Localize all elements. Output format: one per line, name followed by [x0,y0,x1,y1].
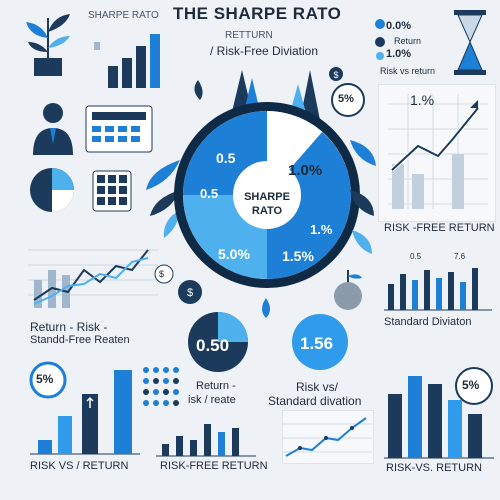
businessman-icon [33,103,73,155]
right-line-chart [388,94,488,209]
drop-icon [262,298,270,318]
hourglass-icon [454,10,486,75]
top-right-line3: 1.0% [386,48,412,60]
mid-right-top-label-0: 0.5 [410,252,422,261]
bottom-center-caption-2: Standard divation [268,394,362,408]
left-percent-badge [29,361,67,399]
top-left-label: SHARPE RATO [88,10,159,21]
small-percent-badge [331,83,365,117]
big-circle-left-label: 0.50 [196,336,230,355]
page-title: THE SHARPE RATO [173,4,342,23]
mid-right-caption: Standard Diviaton [384,316,472,328]
coin-icon: $ [154,264,202,304]
pie-label-q2: 1.0% [288,162,323,179]
left-percent-label: 5% [36,372,54,386]
top-right-line2: Return [394,36,422,46]
top-left-bar-chart [94,34,160,88]
sharpe-ratio-pie [174,102,360,288]
top-right-markers [375,19,385,60]
tiny-dollar-label: $ [159,269,165,279]
leaves-right-icon [350,140,376,254]
subtitle-bottom: / Risk-Free Diviation [210,44,319,58]
pie-label-q1: 0.5 [216,150,236,166]
bottom-mid-caption-3: RISK-FREE RETURN [160,460,268,472]
right-chart-caption: RISK -FREE RETURN [384,222,495,234]
mid-right-bar-chart [384,268,492,311]
pie-center-label-2: RATO [251,205,283,217]
small-pie-icon [30,168,74,212]
keypad-icon [92,170,132,212]
right-percent-badge [455,367,493,405]
bottom-mid-caption-2: isk / reate [188,394,236,406]
bottom-center-caption-1: Risk vs/ [296,380,338,394]
big-circle-right [292,314,348,370]
big-circle-left [188,312,248,372]
pie-label-q4: 5.0% [218,246,250,262]
subtitle-top: RETTURN [225,30,273,41]
top-right-line1: 0.0% [386,20,412,32]
big-circle-right-label: 1.56 [300,334,334,353]
plant-pot-icon [334,270,362,310]
mid-left-caption-2: Standd-Free Reaten [30,334,130,346]
small-percent-label: 5% [338,93,354,105]
dot-grid-icon [143,367,179,406]
pie-label-q5: 1.5% [282,248,314,264]
pie-center-label-1: SHARPE [244,191,290,203]
mid-left-line-chart [28,249,158,308]
bottom-mid-bar-chart [156,424,256,457]
mid-right-top-label-1: 7.6 [454,252,466,261]
mid-left-caption-1: Return - Risk - [30,320,108,334]
bottom-right-caption: RISK-VS. RETURN [386,462,482,474]
pie-label-q3: 1.% [310,222,333,237]
svg-text:$: $ [187,287,193,299]
bottom-center-line-chart [282,417,372,457]
bottom-left-caption: RISK VS / RETURN [30,460,129,472]
calculator-icon [85,105,153,153]
pie-label-q1b: 0.5 [200,186,219,201]
bottom-mid-caption-1: Return - [196,380,236,392]
leaves-left-icon [146,160,180,238]
right-chart-value: 1.% [410,92,435,108]
right-percent-label: 5% [462,378,480,392]
plant-icon [26,14,70,76]
top-right-caption: Risk vs return [380,66,436,76]
bottom-left-bar-chart [30,370,140,455]
bottom-right-bar-chart [384,376,494,459]
bottom-center-panel [282,410,374,464]
svg-text:$: $ [333,70,338,80]
